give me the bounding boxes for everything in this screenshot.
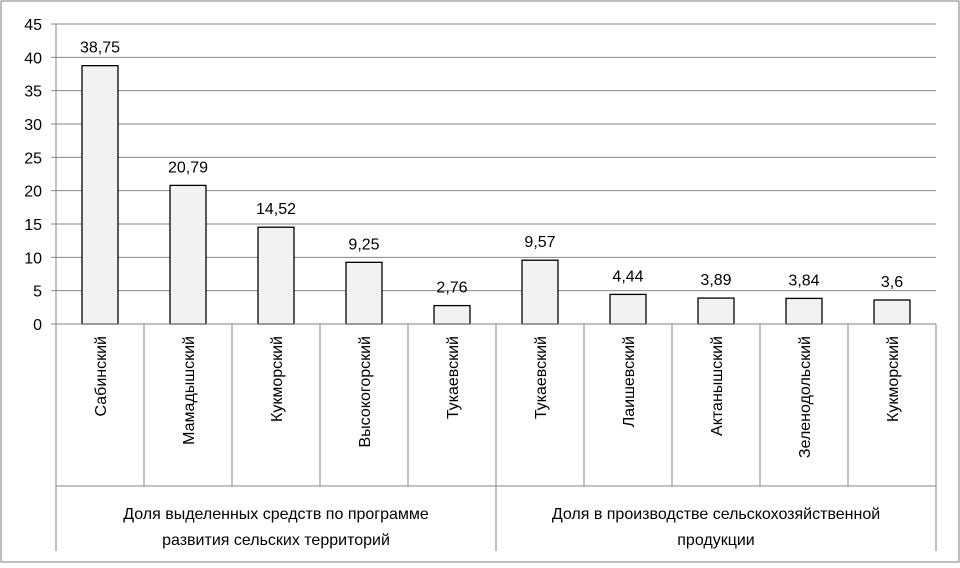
category-label: Лаишевский [621, 336, 638, 427]
bar [609, 293, 647, 325]
group-label: продукции [677, 532, 754, 549]
bar [169, 184, 207, 325]
data-label: 3,89 [700, 272, 731, 289]
bar [785, 297, 823, 325]
category-label: Тукаевский [445, 336, 462, 419]
data-label: 3,6 [881, 274, 903, 291]
y-tick-label: 5 [33, 284, 42, 301]
data-label: 9,57 [524, 234, 555, 251]
data-label: 20,79 [168, 159, 208, 176]
group-label: Доля в производстве сельскохозяйственной [552, 506, 880, 523]
data-label: 14,52 [256, 201, 296, 218]
bar [873, 299, 911, 325]
category-label: Кукморский [885, 336, 902, 422]
bar [345, 261, 383, 325]
data-label: 3,84 [788, 272, 819, 289]
category-label: Зеленодольский [797, 336, 814, 458]
group-label: развития сельских территорий [162, 532, 390, 549]
data-label: 38,75 [80, 40, 120, 57]
y-tick-label: 35 [24, 84, 42, 101]
group-label: Доля выделенных средств по программе [123, 506, 429, 523]
data-label: 4,44 [612, 268, 643, 285]
bars [81, 65, 911, 325]
y-tick-label: 45 [24, 17, 42, 34]
data-label: 2,76 [436, 280, 467, 297]
y-tick-label: 20 [24, 184, 42, 201]
y-tick-label: 25 [24, 150, 42, 167]
bar [257, 226, 295, 325]
y-tick-label: 30 [24, 117, 42, 134]
category-label: Мамадышский [181, 336, 198, 445]
category-label: Высокогорский [357, 336, 374, 447]
category-label: Кукморский [269, 336, 286, 422]
bar [81, 65, 119, 325]
bar [697, 297, 735, 325]
bar [521, 259, 559, 325]
bar [433, 304, 471, 325]
category-label: Сабинский [93, 336, 110, 416]
category-label: Тукаевский [533, 336, 550, 419]
axes [51, 23, 937, 551]
y-tick-label: 40 [24, 50, 42, 67]
y-tick-label: 0 [33, 317, 42, 334]
category-label: Актанышский [709, 336, 726, 436]
y-tick-label: 10 [24, 250, 42, 267]
y-tick-label: 15 [24, 217, 42, 234]
labels: 0 5 10 15 20 25 30 35 40 45 38,75 Сабинский 20,79 Мам… [24, 17, 903, 549]
data-label: 9,25 [348, 236, 379, 253]
